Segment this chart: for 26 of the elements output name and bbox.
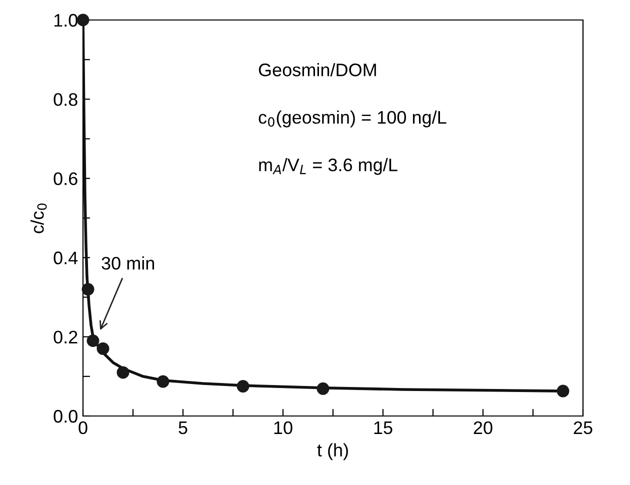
point [236, 380, 250, 393]
x-tick-label: 10 [274, 421, 292, 434]
x-tick-label: 15 [374, 422, 392, 434]
x-axis-title: t (h) [317, 443, 348, 460]
point [82, 283, 94, 296]
y-axis-title: c/c$_{0}$ [30, 204, 47, 234]
annotation: c$_{0}$(geosmin) = 100 ng/L [258, 110, 446, 128]
point [116, 366, 130, 379]
y-tick-label: 1.0 [54, 14, 78, 27]
x-tick-label: 0 [78, 421, 88, 434]
y-tick-label: 0.2 [54, 330, 78, 344]
y-tick-label: 0.8 [54, 93, 78, 106]
y-tick-label: 0.0 [54, 410, 78, 423]
x-tick-label: 5 [178, 422, 188, 434]
y-tick-label: 0.4 [54, 252, 78, 264]
x-tick-label: 20 [474, 421, 492, 434]
annotation: m$_{A}$/V$_{L}$ = 3.6 mg/L [259, 158, 398, 175]
point [316, 382, 330, 395]
x-tick-label: 25 [574, 421, 592, 434]
point [96, 342, 110, 355]
annotation: 30 min [102, 256, 154, 270]
annotation: Geosmin/DOM [258, 63, 376, 76]
point [86, 334, 100, 348]
y-tick-label: 0.6 [54, 172, 78, 186]
point [556, 384, 570, 398]
point [156, 375, 170, 388]
